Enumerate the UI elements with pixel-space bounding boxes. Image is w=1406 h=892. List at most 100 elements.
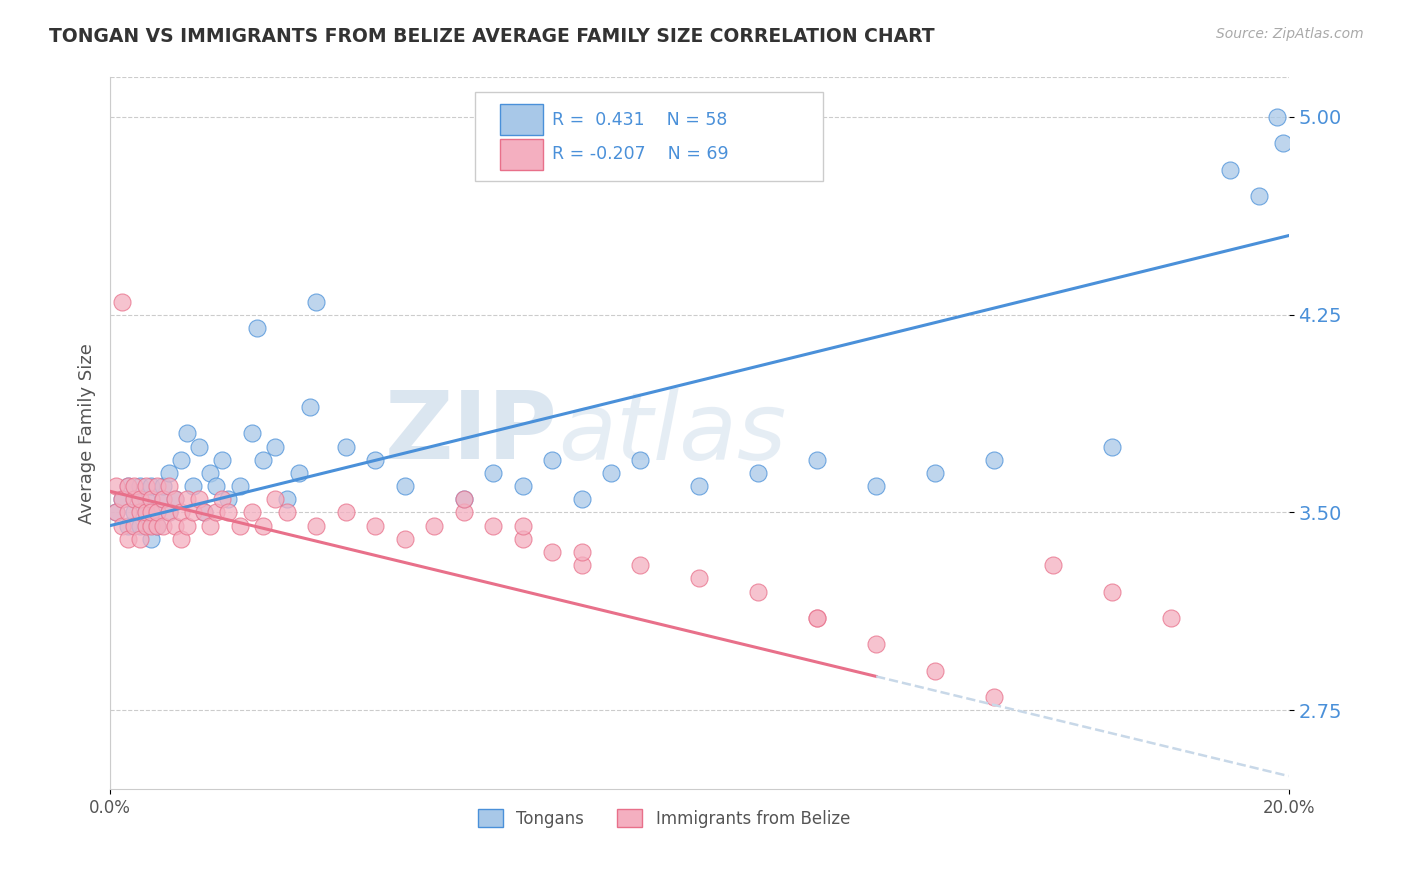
Point bbox=[394, 532, 416, 546]
Point bbox=[335, 505, 357, 519]
Point bbox=[163, 492, 186, 507]
Text: Source: ZipAtlas.com: Source: ZipAtlas.com bbox=[1216, 27, 1364, 41]
Legend: Tongans, Immigrants from Belize: Tongans, Immigrants from Belize bbox=[471, 803, 856, 834]
Point bbox=[117, 518, 139, 533]
Point bbox=[134, 479, 156, 493]
Point bbox=[141, 479, 163, 493]
Point bbox=[252, 518, 274, 533]
Point bbox=[187, 440, 209, 454]
Point bbox=[299, 400, 322, 414]
Point bbox=[163, 518, 186, 533]
Point bbox=[1042, 558, 1064, 573]
Point bbox=[252, 452, 274, 467]
Point bbox=[305, 518, 328, 533]
Point bbox=[541, 545, 564, 559]
Point bbox=[176, 518, 198, 533]
Point bbox=[128, 518, 150, 533]
Point bbox=[747, 584, 769, 599]
Point bbox=[806, 611, 828, 625]
Text: atlas: atlas bbox=[558, 388, 786, 479]
Point bbox=[128, 532, 150, 546]
Point bbox=[1249, 189, 1271, 203]
Point bbox=[806, 611, 828, 625]
Point bbox=[264, 440, 287, 454]
Point bbox=[423, 518, 446, 533]
Point bbox=[747, 466, 769, 480]
Point bbox=[806, 452, 828, 467]
Point bbox=[453, 492, 475, 507]
Point bbox=[117, 479, 139, 493]
Point bbox=[176, 426, 198, 441]
Point bbox=[1101, 584, 1123, 599]
Point bbox=[217, 492, 239, 507]
Point bbox=[128, 492, 150, 507]
FancyBboxPatch shape bbox=[501, 104, 543, 136]
Point bbox=[983, 452, 1005, 467]
Point bbox=[571, 558, 593, 573]
Point bbox=[1265, 110, 1288, 124]
Point bbox=[229, 479, 252, 493]
Point bbox=[141, 518, 163, 533]
Point bbox=[335, 440, 357, 454]
Point bbox=[105, 505, 128, 519]
Point bbox=[141, 505, 163, 519]
Point bbox=[170, 452, 193, 467]
Point bbox=[482, 466, 505, 480]
Point bbox=[571, 492, 593, 507]
Point bbox=[364, 452, 387, 467]
Point bbox=[111, 294, 134, 309]
Point bbox=[111, 492, 134, 507]
Point bbox=[134, 518, 156, 533]
Point bbox=[193, 505, 215, 519]
Point bbox=[924, 664, 946, 678]
Point bbox=[211, 452, 233, 467]
FancyBboxPatch shape bbox=[501, 138, 543, 169]
Point bbox=[276, 492, 298, 507]
Point bbox=[134, 505, 156, 519]
Point bbox=[128, 479, 150, 493]
Point bbox=[146, 505, 169, 519]
Point bbox=[1160, 611, 1182, 625]
Point bbox=[630, 558, 652, 573]
Point bbox=[152, 492, 174, 507]
Text: R = -0.207    N = 69: R = -0.207 N = 69 bbox=[553, 145, 728, 163]
Point bbox=[217, 505, 239, 519]
Point bbox=[163, 492, 186, 507]
Point bbox=[240, 426, 263, 441]
Point bbox=[512, 532, 534, 546]
Point bbox=[983, 690, 1005, 704]
Point bbox=[152, 492, 174, 507]
Point bbox=[200, 466, 222, 480]
Point bbox=[200, 518, 222, 533]
Point bbox=[512, 479, 534, 493]
Point bbox=[600, 466, 623, 480]
Point bbox=[181, 479, 204, 493]
Point bbox=[211, 492, 233, 507]
Point bbox=[246, 321, 269, 335]
Point bbox=[205, 505, 228, 519]
Point bbox=[152, 518, 174, 533]
Point bbox=[865, 479, 887, 493]
Text: R =  0.431    N = 58: R = 0.431 N = 58 bbox=[553, 111, 727, 128]
Point bbox=[111, 518, 134, 533]
Point bbox=[688, 479, 710, 493]
Point bbox=[122, 505, 145, 519]
Point bbox=[122, 492, 145, 507]
Point bbox=[134, 505, 156, 519]
Point bbox=[193, 505, 215, 519]
Point bbox=[187, 492, 209, 507]
Point bbox=[122, 479, 145, 493]
Point bbox=[1219, 162, 1241, 177]
Point bbox=[122, 492, 145, 507]
Point bbox=[181, 505, 204, 519]
Point bbox=[117, 479, 139, 493]
Point bbox=[146, 479, 169, 493]
Point bbox=[229, 518, 252, 533]
Point bbox=[146, 518, 169, 533]
Point bbox=[117, 505, 139, 519]
Point bbox=[141, 532, 163, 546]
Point bbox=[305, 294, 328, 309]
Point bbox=[157, 479, 180, 493]
Point bbox=[146, 505, 169, 519]
Point bbox=[688, 571, 710, 585]
